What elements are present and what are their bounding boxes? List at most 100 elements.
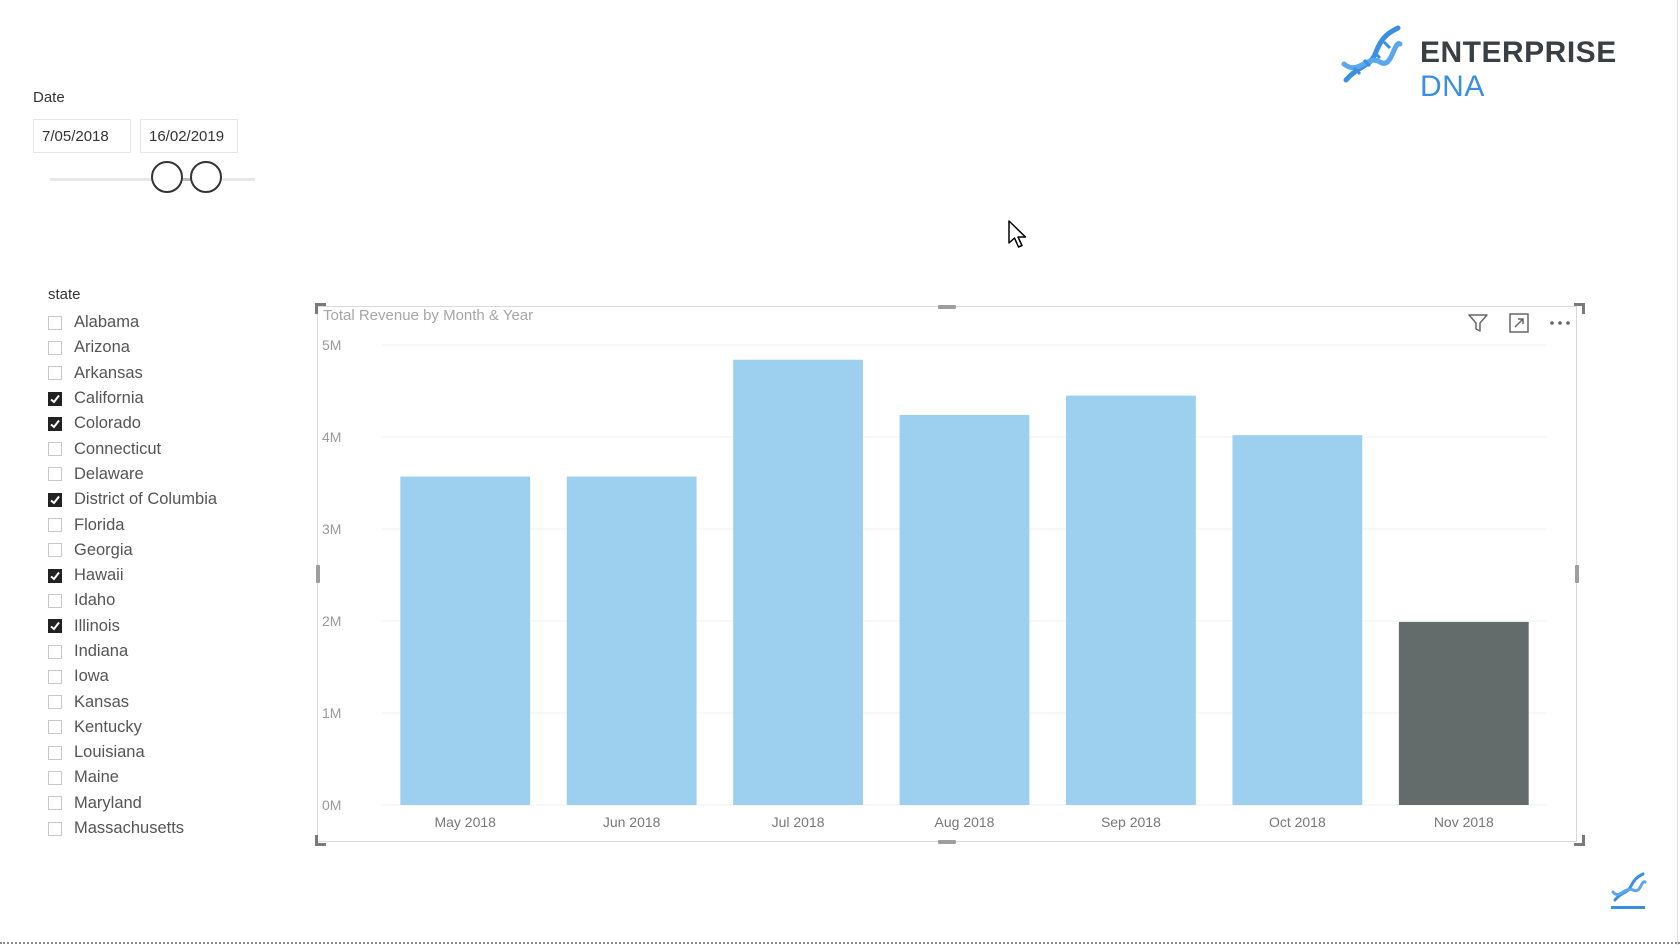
y-tick-label: 2M — [322, 613, 341, 629]
state-item[interactable]: Massachusetts — [48, 816, 217, 841]
bar[interactable] — [899, 414, 1030, 805]
state-checkbox[interactable] — [48, 745, 62, 760]
state-item-label: Hawaii — [74, 566, 124, 585]
state-item-label: Colorado — [74, 414, 141, 433]
resize-handle-left[interactable] — [316, 565, 320, 583]
bar[interactable] — [1398, 621, 1529, 805]
state-item[interactable]: Delaware — [48, 462, 217, 487]
focus-mode-icon[interactable] — [1507, 311, 1531, 335]
state-checkbox[interactable] — [48, 467, 62, 482]
x-tick-label: Sep 2018 — [1101, 814, 1161, 830]
state-item-label: Florida — [74, 515, 125, 534]
date-start-input[interactable]: 7/05/2018 — [33, 119, 131, 153]
bar[interactable] — [566, 476, 697, 805]
state-item[interactable]: Georgia — [48, 538, 217, 563]
resize-corner-top-right[interactable] — [1574, 303, 1585, 314]
more-options-icon[interactable] — [1548, 311, 1572, 335]
state-item-label: Kentucky — [74, 717, 142, 736]
right-edge-divider — [1677, 0, 1678, 945]
subscribe-dna-icon[interactable] — [1605, 870, 1651, 919]
state-item-label: Indiana — [74, 642, 129, 660]
logo-enterprise: ENTERPRISE — [1420, 36, 1617, 69]
state-checkbox[interactable] — [48, 391, 62, 406]
state-checkbox[interactable] — [48, 340, 62, 355]
state-item[interactable]: District of Columbia — [48, 487, 217, 512]
bar[interactable] — [733, 359, 863, 805]
state-item-label: Louisiana — [74, 743, 145, 762]
state-checkbox[interactable] — [48, 442, 62, 457]
state-item[interactable]: Colorado — [48, 411, 217, 436]
state-item-label: District of Columbia — [74, 490, 218, 509]
x-tick-label: Oct 2018 — [1269, 814, 1326, 830]
state-checkbox[interactable] — [48, 543, 62, 558]
logo-dna: DNA — [1420, 70, 1485, 103]
date-slider-start-handle[interactable] — [151, 161, 183, 193]
resize-corner-bottom-left[interactable] — [315, 835, 326, 846]
state-checkbox[interactable] — [48, 821, 62, 836]
state-item[interactable]: Florida — [48, 512, 217, 537]
state-checkbox[interactable] — [48, 669, 62, 684]
state-checkbox[interactable] — [48, 416, 62, 431]
state-item-label: Georgia — [74, 540, 133, 559]
state-item-label: Kansas — [74, 692, 130, 711]
x-tick-label: Jul 2018 — [772, 814, 825, 830]
state-item[interactable]: Alabama — [48, 310, 217, 335]
bar[interactable] — [1066, 395, 1196, 805]
state-item[interactable]: Kansas — [48, 689, 217, 714]
state-item-label: Maryland — [74, 793, 142, 812]
state-checkbox[interactable] — [48, 366, 62, 381]
state-checkbox[interactable] — [48, 720, 62, 735]
state-item-label: Connecticut — [74, 439, 162, 458]
x-tick-label: Jun 2018 — [603, 814, 661, 830]
state-checkbox[interactable] — [48, 644, 62, 659]
x-tick-label: May 2018 — [434, 814, 496, 830]
chart-title: Total Revenue by Month & Year — [323, 307, 534, 324]
state-checkbox[interactable] — [48, 619, 62, 634]
state-item-label: Alabama — [74, 313, 140, 332]
state-checkbox[interactable] — [48, 492, 62, 507]
state-item[interactable]: Indiana — [48, 639, 217, 664]
brand-logo-text: ENTERPRISE DNA — [1420, 36, 1680, 104]
state-checkbox[interactable] — [48, 770, 62, 785]
y-tick-label: 3M — [322, 521, 341, 537]
y-tick-label: 4M — [322, 429, 341, 445]
state-item[interactable]: Maine — [48, 765, 217, 790]
state-checkbox[interactable] — [48, 593, 62, 608]
state-checkbox[interactable] — [48, 695, 62, 710]
state-checkbox[interactable] — [48, 568, 62, 583]
state-item-label: Maine — [74, 768, 119, 787]
state-item[interactable]: Illinois — [48, 614, 217, 639]
state-item-label: Idaho — [74, 591, 116, 610]
state-checkbox[interactable] — [48, 518, 62, 533]
state-item[interactable]: Iowa — [48, 664, 217, 689]
bottom-divider — [0, 942, 1680, 944]
resize-corner-top-left[interactable] — [315, 303, 326, 314]
state-slicer-list: Alabama Arizona Arkansas California Colorado… — [48, 310, 217, 841]
resize-handle-right[interactable] — [1575, 565, 1579, 583]
state-item[interactable]: Arkansas — [48, 361, 217, 386]
state-item[interactable]: Kentucky — [48, 715, 217, 740]
state-item[interactable]: California — [48, 386, 217, 411]
resize-corner-bottom-right[interactable] — [1574, 835, 1585, 846]
state-item-label: Illinois — [74, 616, 120, 635]
state-checkbox[interactable] — [48, 796, 62, 811]
filter-icon[interactable] — [1466, 311, 1490, 335]
y-tick-label: 0M — [322, 797, 341, 813]
bar[interactable] — [400, 476, 531, 805]
x-tick-label: Nov 2018 — [1434, 814, 1494, 830]
resize-handle-top[interactable] — [938, 305, 956, 309]
dna-helix-icon — [1340, 24, 1404, 91]
state-item[interactable]: Louisiana — [48, 740, 217, 765]
state-item[interactable]: Idaho — [48, 588, 217, 613]
state-checkbox[interactable] — [48, 315, 62, 330]
state-item[interactable]: Hawaii — [48, 563, 217, 588]
state-item-label: Arkansas — [74, 363, 143, 382]
date-slider-end-handle[interactable] — [190, 161, 222, 193]
state-item[interactable]: Connecticut — [48, 436, 217, 461]
state-item[interactable]: Arizona — [48, 335, 217, 360]
bar[interactable] — [1232, 435, 1363, 805]
state-item-label: Arizona — [74, 338, 130, 357]
state-item[interactable]: Maryland — [48, 791, 217, 816]
resize-handle-bottom[interactable] — [938, 840, 956, 844]
date-end-input[interactable]: 16/02/2019 — [140, 119, 238, 153]
